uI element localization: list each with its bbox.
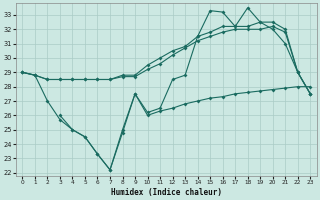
X-axis label: Humidex (Indice chaleur): Humidex (Indice chaleur): [111, 188, 222, 197]
